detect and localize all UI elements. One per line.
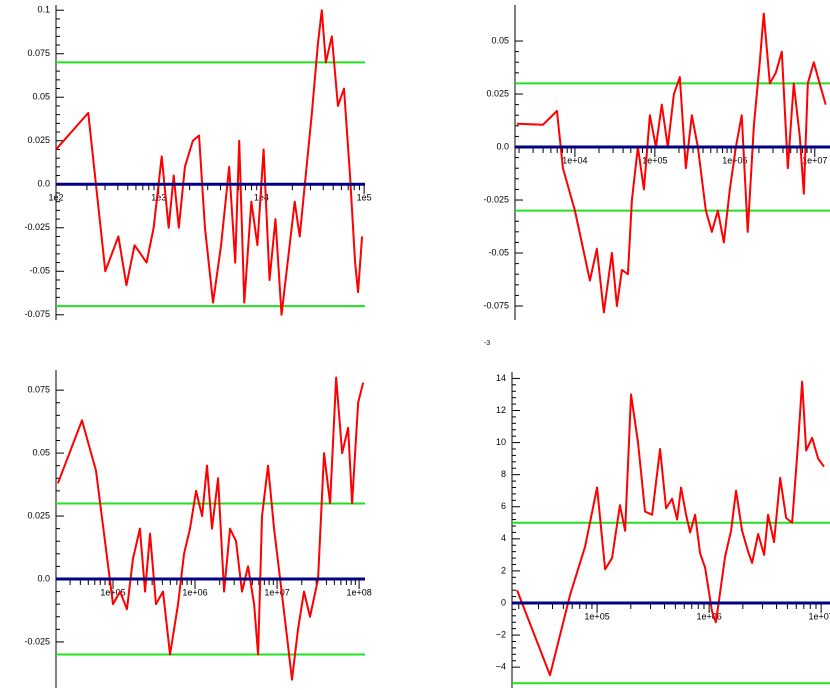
x-tick-label: 1e2 — [48, 193, 63, 203]
x-tick-label: 1e+07 — [808, 611, 830, 621]
chart-panel: −4 −2 0 2 4 6 8 10 12 14 1e+05 1e+06 1e+07 -3 — [484, 340, 830, 688]
y-tick-label: -0.025 — [24, 636, 50, 646]
y-tick-label: 0.1 — [37, 5, 50, 15]
chart-panel: -0.075 -0.05 -0.025 0.0 0.025 0.05 1e+04 1e+05 1… — [483, 5, 830, 320]
y-tick-label: 0.05 — [32, 447, 50, 457]
y-tick-label: 14 — [496, 373, 506, 383]
x-tick-label: 1e+07 — [264, 587, 289, 597]
x-tick-label: 1e+06 — [182, 587, 207, 597]
x-tick-label: 1e5 — [357, 193, 372, 203]
y-tick-label: −4 — [496, 662, 506, 672]
y-tick-label: 0.0 — [496, 141, 509, 151]
x-tick-label: 1e+07 — [802, 155, 827, 165]
x-tick-label: 1e+05 — [100, 587, 125, 597]
x-tick-label: 1e+05 — [642, 155, 667, 165]
y-tick-label: 0 — [501, 597, 506, 607]
y-tick-label: 10 — [496, 437, 506, 447]
data-line — [55, 9, 364, 316]
y-tick-label: 0.025 — [486, 88, 509, 98]
y-tick-label: -0.025 — [24, 222, 50, 232]
y-tick-label: 0.05 — [491, 35, 509, 45]
chart-panel: -0.025 0.0 0.025 0.05 0.075 1e+05 1e+06 1e+07 1e… — [24, 370, 372, 688]
x-tick-label: 1e+04 — [562, 155, 587, 165]
y-tick-label: 0.025 — [27, 510, 50, 520]
x-tick-label: 1e+06 — [696, 611, 721, 621]
y-tick-label: 0.0 — [37, 573, 50, 583]
y-tick-label: 0.075 — [27, 48, 50, 58]
y-tick-label: 0.025 — [27, 135, 50, 145]
y-exponent: -3 — [484, 340, 490, 347]
y-tick-label: 4 — [501, 533, 506, 543]
y-tick-label: -0.05 — [29, 266, 50, 276]
y-tick-label: 0.075 — [27, 385, 50, 395]
y-tick-label: −2 — [496, 629, 506, 639]
x-tick-label: 1e+08 — [346, 587, 371, 597]
x-tick-label: 1e+05 — [584, 611, 609, 621]
y-tick-label: -0.075 — [24, 309, 50, 319]
y-tick-label: -0.075 — [483, 300, 509, 310]
y-tick-label: 6 — [501, 501, 506, 511]
x-tick-label: 1e3 — [151, 193, 166, 203]
data-line — [56, 376, 365, 681]
y-tick-label: 12 — [496, 405, 506, 415]
y-tick-label: -0.05 — [488, 247, 509, 257]
chart-panel: -0.075 -0.05 -0.025 0.0 0.025 0.05 0.075 0.1 1e2… — [24, 5, 372, 320]
data-line — [516, 380, 825, 677]
y-tick-label: 0.0 — [37, 179, 50, 189]
y-tick-label: 8 — [501, 469, 506, 479]
y-tick-label: -0.025 — [483, 194, 509, 204]
data-line — [516, 12, 827, 314]
y-tick-label: 2 — [501, 565, 506, 575]
y-tick-label: 0.05 — [32, 92, 50, 102]
